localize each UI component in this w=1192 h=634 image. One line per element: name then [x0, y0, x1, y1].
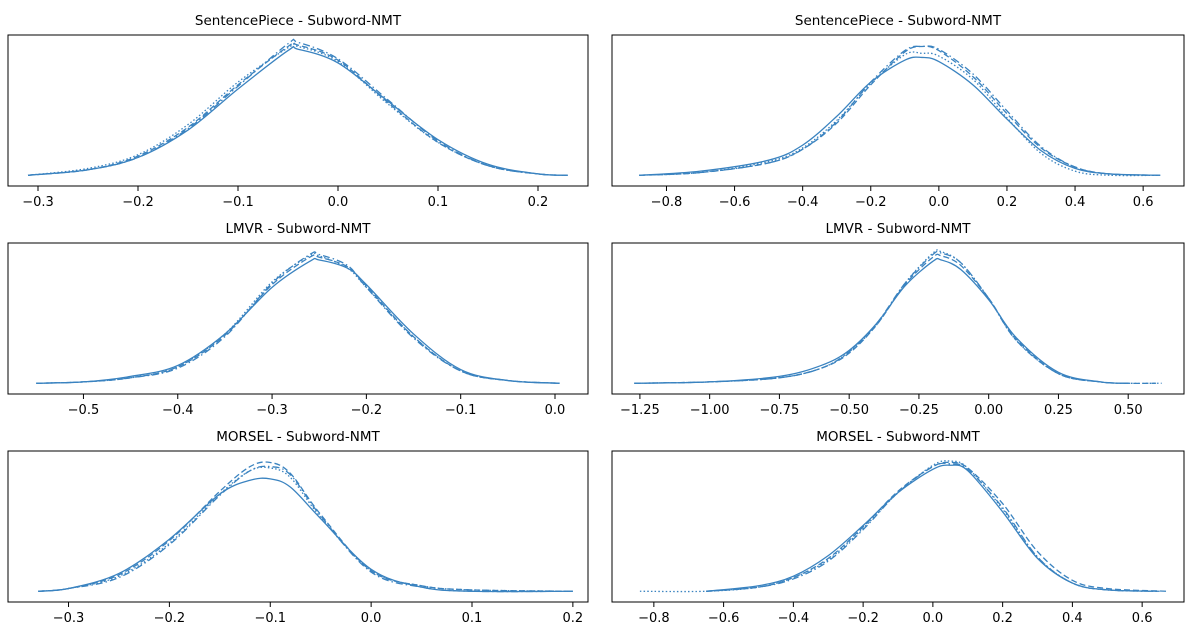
x-tick-label: −0.1 — [445, 403, 477, 418]
series-line-dashed — [27, 41, 569, 176]
x-tick-label: −0.25 — [899, 403, 939, 418]
subplot-6: MORSEL - Subword-NMT −0.8 −0.6 −0.4 −0.2 0.0 0… — [611, 429, 1185, 626]
x-tick-label: 0.4 — [1062, 611, 1083, 626]
axes-frame — [7, 242, 589, 395]
x-tick-label: −0.6 — [708, 611, 740, 626]
x-tick-label: −0.3 — [22, 195, 54, 210]
x-tick-label: 0.1 — [462, 611, 483, 626]
series-line-solid — [706, 464, 1160, 592]
axes-frame — [7, 450, 589, 603]
x-tick-label: 0.0 — [929, 195, 950, 210]
x-tick-label: −0.5 — [68, 403, 100, 418]
series-line-dashdot — [706, 462, 1160, 592]
series-group — [36, 251, 560, 384]
x-tick-label: 0.2 — [997, 195, 1018, 210]
series-line-dotted — [639, 460, 1160, 593]
x-tick-label: 0.2 — [563, 611, 584, 626]
x-tick-label: −1.25 — [620, 403, 660, 418]
x-tick-label: 0.2 — [992, 611, 1013, 626]
series-line-dashdot — [36, 251, 560, 384]
x-tick-label: 0.25 — [1044, 403, 1073, 418]
axes-frame — [611, 450, 1185, 603]
x-tick-label: −0.50 — [829, 403, 869, 418]
series-line-dashed — [36, 254, 560, 384]
x-tick-label: 0.0 — [328, 195, 349, 210]
subplot-title: SentencePiece - Subword-NMT — [795, 13, 1002, 29]
x-tick-label: −0.8 — [651, 195, 683, 210]
subplot-5: MORSEL - Subword-NMT −0.3 −0.2 −0.1 0.0 0.1 0.… — [7, 429, 589, 626]
series-line-dotted — [38, 466, 573, 592]
x-tick-label: −0.3 — [256, 403, 288, 418]
x-tick-label: 0.0 — [545, 403, 566, 418]
x-tick-label: −1.00 — [690, 403, 730, 418]
subplot-4: LMVR - Subword-NMT −1.25 −1.00 −0.75 −0.50 −0… — [611, 221, 1185, 418]
x-tick-label: 0.6 — [1132, 611, 1153, 626]
series-group — [639, 460, 1167, 593]
x-tick-label: 0.00 — [974, 403, 1003, 418]
subplot-1: SentencePiece - Subword-NMT −0.3 −0.2 −0.1 0… — [7, 13, 589, 210]
x-tick-label: −0.4 — [787, 195, 819, 210]
series-group — [634, 249, 1162, 385]
x-tick-label: −0.2 — [847, 611, 879, 626]
x-tick-label: −0.75 — [759, 403, 799, 418]
series-line-solid — [27, 46, 569, 176]
subplot-3: LMVR - Subword-NMT −0.5 −0.4 −0.3 −0.2 −0.1 0.… — [7, 221, 589, 418]
series-group — [639, 45, 1161, 177]
series-line-dashdot — [639, 45, 1161, 176]
x-tick-label: 0.4 — [1065, 195, 1086, 210]
axes-frame — [7, 34, 589, 187]
axes-frame — [611, 242, 1185, 395]
series-line-dashdot — [38, 465, 573, 593]
x-tick-label: −0.6 — [719, 195, 751, 210]
series-line-dashed — [706, 461, 1167, 592]
series-group — [38, 461, 573, 593]
x-tick-label: 0.1 — [428, 195, 449, 210]
series-line-dotted — [27, 43, 569, 176]
x-tick-label: 0.50 — [1114, 403, 1143, 418]
x-tick-label: −0.4 — [162, 403, 194, 418]
x-tick-label: −0.4 — [778, 611, 810, 626]
subplot-2: SentencePiece - Subword-NMT −0.8 −0.6 −0.4 −… — [611, 13, 1185, 210]
series-line-dotted — [634, 249, 1162, 385]
series-line-solid — [36, 257, 560, 384]
series-line-dashed — [639, 45, 1161, 176]
x-tick-label: −0.1 — [222, 195, 254, 210]
x-tick-label: −0.2 — [351, 403, 383, 418]
subplot-title: SentencePiece - Subword-NMT — [195, 13, 402, 29]
x-tick-label: −0.2 — [122, 195, 154, 210]
x-tick-label: 0.2 — [528, 195, 549, 210]
series-line-dotted — [36, 252, 560, 384]
subplot-title: MORSEL - Subword-NMT — [216, 429, 380, 445]
x-tick-label: 0.0 — [361, 611, 382, 626]
series-line-solid — [639, 56, 1161, 176]
subplot-title: LMVR - Subword-NMT — [826, 221, 972, 237]
subplot-title: LMVR - Subword-NMT — [226, 221, 372, 237]
subplot-title: MORSEL - Subword-NMT — [816, 429, 980, 445]
series-line-dashdot — [27, 38, 569, 176]
x-tick-label: −0.2 — [855, 195, 887, 210]
x-tick-label: 0.0 — [923, 611, 944, 626]
x-tick-label: 0.6 — [1133, 195, 1154, 210]
x-tick-label: −0.3 — [53, 611, 85, 626]
x-tick-label: −0.2 — [154, 611, 186, 626]
x-tick-label: −0.8 — [638, 611, 670, 626]
x-tick-label: −0.1 — [254, 611, 286, 626]
series-group — [27, 38, 569, 176]
series-line-dashed — [634, 253, 1157, 385]
series-line-dashed — [38, 461, 573, 592]
axes-frame — [611, 34, 1185, 187]
series-line-solid — [634, 257, 1129, 384]
series-line-dotted — [639, 51, 1161, 177]
